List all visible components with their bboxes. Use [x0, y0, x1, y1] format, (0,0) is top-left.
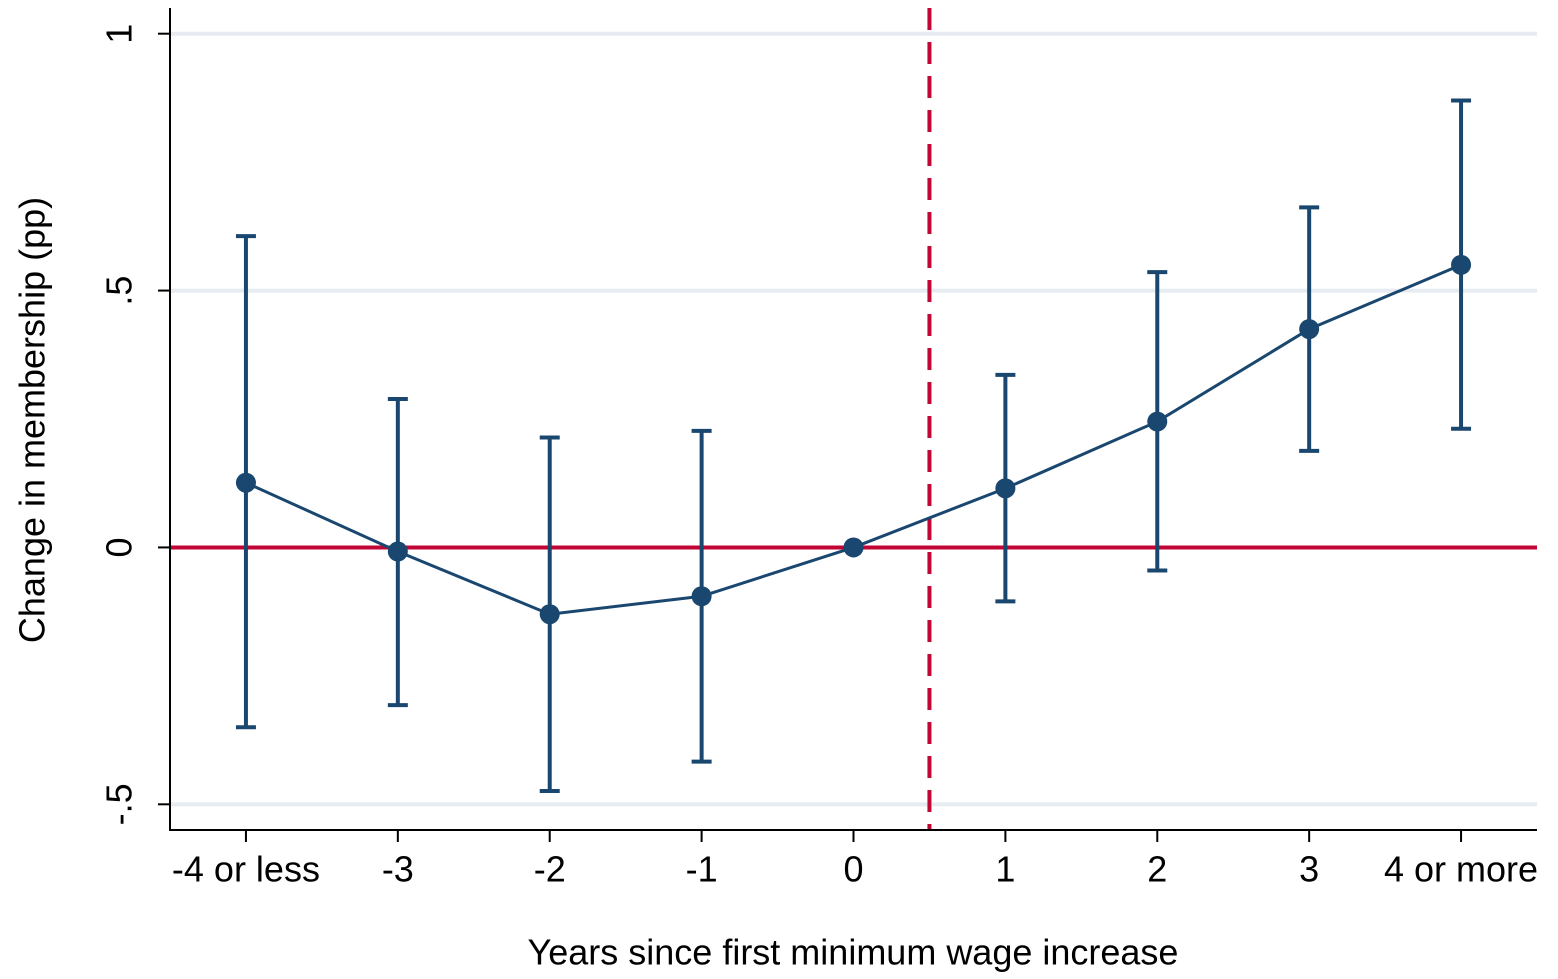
- x-tick-label: 3: [1299, 849, 1319, 890]
- y-axis-title: Change in membership (pp): [12, 197, 53, 643]
- x-tick-label: -4 or less: [172, 849, 320, 890]
- y-tick-label: .5: [99, 276, 140, 306]
- point: [1299, 319, 1320, 340]
- x-tick-label: -2: [534, 849, 566, 890]
- x-tick-label: -3: [382, 849, 414, 890]
- x-axis-title: Years since first minimum wage increase: [528, 932, 1179, 973]
- x-tick-label: -1: [686, 849, 718, 890]
- x-tick-label: 2: [1147, 849, 1167, 890]
- y-tick-label: 1: [99, 24, 140, 44]
- x-tick-label: 4 or more: [1384, 849, 1538, 890]
- point: [1451, 254, 1472, 275]
- y-tick-label: 0: [99, 537, 140, 557]
- x-tick-label: 0: [843, 849, 863, 890]
- point: [995, 478, 1016, 499]
- x-tick-label: 1: [995, 849, 1015, 890]
- point: [235, 472, 256, 493]
- series-line: [245, 263, 1462, 616]
- point: [1147, 411, 1168, 432]
- point: [691, 586, 712, 607]
- point: [387, 541, 408, 562]
- point: [539, 604, 560, 625]
- point: [843, 537, 864, 558]
- y-tick-label: -.5: [99, 783, 140, 825]
